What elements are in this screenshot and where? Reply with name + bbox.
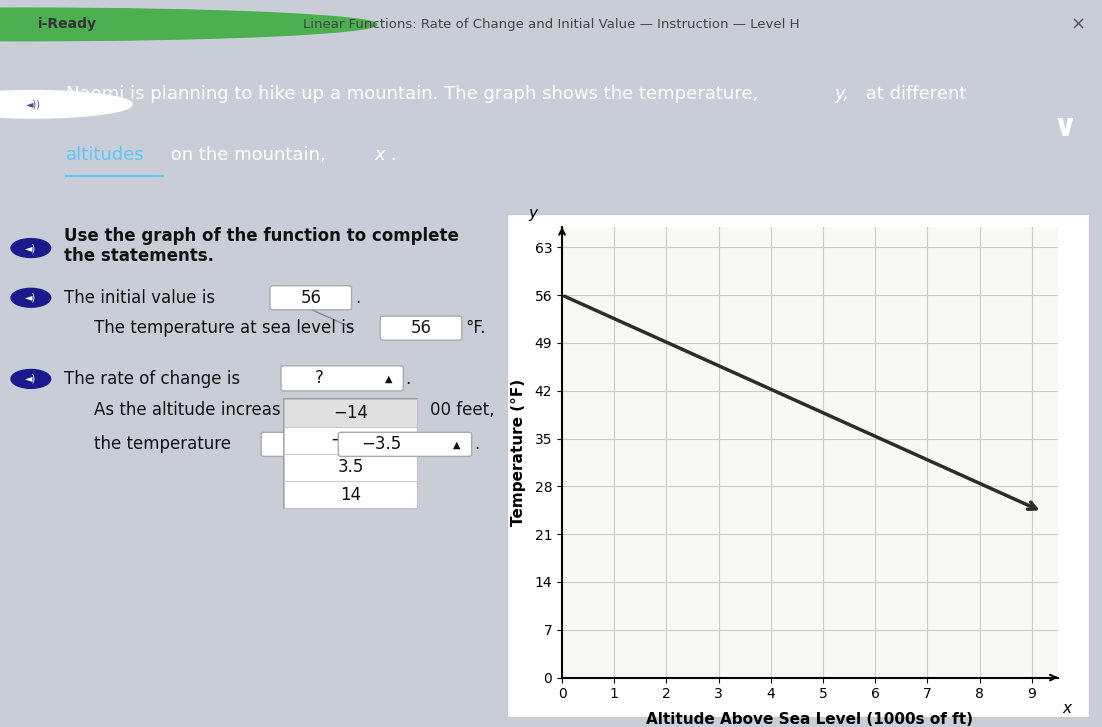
Text: .: . [406, 370, 411, 388]
Text: altitudes: altitudes [66, 145, 144, 164]
Text: i-Ready: i-Ready [37, 17, 97, 31]
Text: 3.5: 3.5 [337, 459, 364, 476]
Text: Naomi is planning to hike up a mountain. The graph shows the temperature,: Naomi is planning to hike up a mountain.… [66, 84, 764, 103]
Circle shape [11, 289, 51, 308]
Text: ◄): ◄) [25, 374, 36, 384]
Y-axis label: Temperature (°F): Temperature (°F) [511, 379, 527, 526]
Text: The initial value is: The initial value is [64, 289, 215, 307]
Text: at different: at different [860, 84, 966, 103]
Text: .: . [390, 145, 396, 164]
Text: Use the graph of the function to complete: Use the graph of the function to complet… [64, 227, 458, 245]
FancyBboxPatch shape [284, 399, 417, 508]
FancyBboxPatch shape [270, 286, 352, 310]
Circle shape [0, 91, 132, 118]
Text: y,: y, [834, 84, 850, 103]
Text: .: . [355, 289, 360, 307]
Text: The rate of change is: The rate of change is [64, 370, 240, 388]
Text: x: x [1062, 701, 1071, 716]
Text: 56: 56 [300, 289, 322, 307]
Text: 00 feet,: 00 feet, [430, 401, 495, 419]
FancyBboxPatch shape [507, 214, 1089, 717]
Text: ×: × [1070, 15, 1085, 33]
Text: The temperature at sea level is: The temperature at sea level is [94, 319, 354, 337]
FancyBboxPatch shape [261, 433, 332, 457]
Circle shape [0, 8, 377, 41]
X-axis label: Altitude Above Sea Level (1000s of ft): Altitude Above Sea Level (1000s of ft) [647, 712, 973, 727]
Text: 56: 56 [410, 319, 432, 337]
Text: As the altitude increas: As the altitude increas [94, 401, 280, 419]
Text: ◄): ◄) [25, 243, 36, 253]
Text: −14: −14 [333, 404, 368, 422]
Text: ∨: ∨ [1052, 113, 1077, 142]
FancyBboxPatch shape [284, 454, 417, 481]
Text: ▲: ▲ [386, 374, 392, 383]
FancyBboxPatch shape [284, 399, 417, 427]
Text: the temperature: the temperature [94, 435, 230, 454]
Text: Linear Functions: Rate of Change and Initial Value — Instruction — Level H: Linear Functions: Rate of Change and Ini… [303, 18, 799, 31]
Text: −3.5: −3.5 [331, 431, 370, 449]
FancyBboxPatch shape [284, 427, 417, 454]
Text: 14: 14 [339, 486, 361, 504]
FancyBboxPatch shape [380, 316, 462, 340]
Text: ◄)): ◄)) [25, 100, 41, 109]
Text: ?: ? [315, 369, 324, 387]
Text: −3.5: −3.5 [361, 435, 401, 454]
Text: .: . [474, 435, 479, 454]
Text: x: x [375, 145, 386, 164]
Text: ▲: ▲ [453, 439, 460, 449]
Text: y: y [529, 206, 538, 221]
Text: the statements.: the statements. [64, 247, 214, 265]
Text: ?: ? [292, 435, 301, 454]
FancyBboxPatch shape [281, 366, 403, 391]
Circle shape [11, 238, 51, 257]
FancyBboxPatch shape [338, 433, 472, 457]
Circle shape [11, 369, 51, 388]
Text: on the mountain,: on the mountain, [165, 145, 332, 164]
Text: ◄): ◄) [25, 293, 36, 302]
Text: °F.: °F. [465, 319, 486, 337]
FancyBboxPatch shape [284, 481, 417, 508]
